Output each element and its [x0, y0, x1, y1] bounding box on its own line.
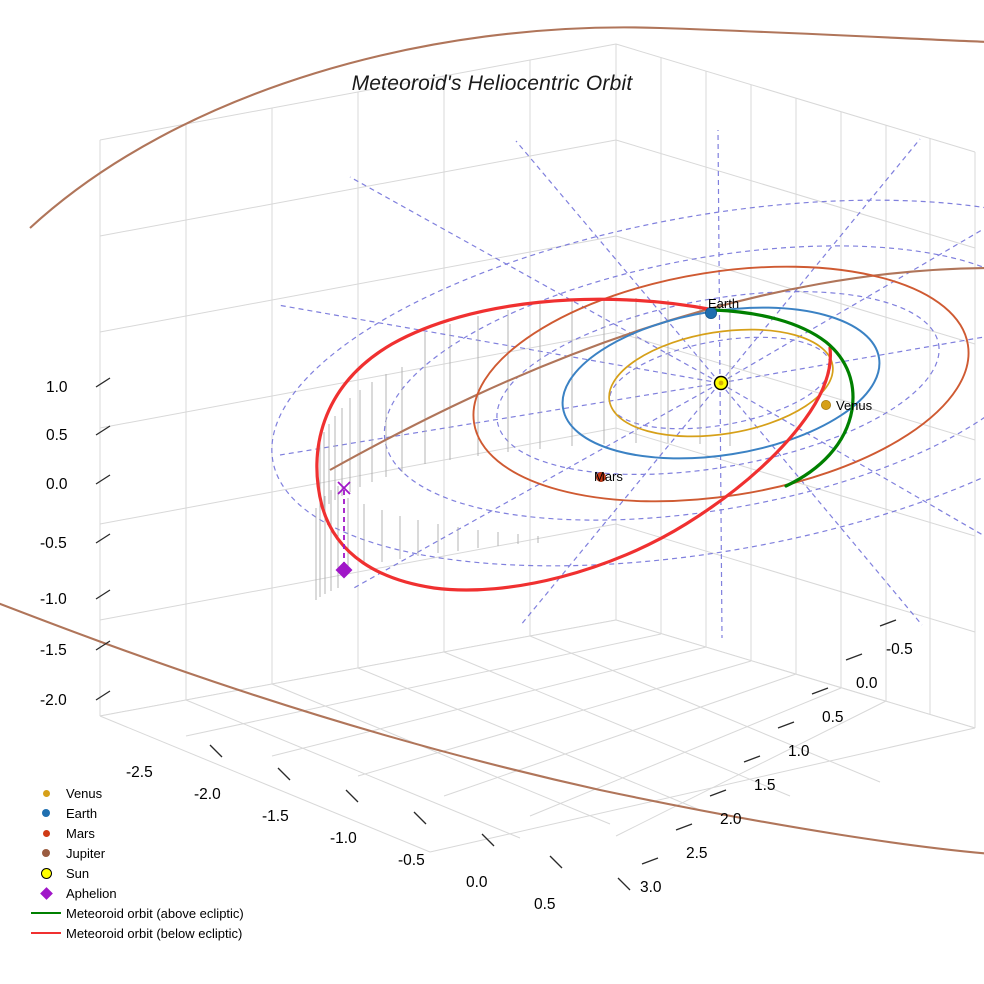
z-tick-1: 0.5	[46, 427, 68, 444]
floor-grid	[99, 619, 976, 853]
red-line-icon	[26, 931, 66, 935]
z-axis-ticks	[95, 377, 111, 701]
y-tick-3: 1.0	[788, 743, 810, 760]
legend-item-aphelion: Aphelion	[26, 883, 296, 903]
left-wall-grid	[99, 43, 617, 717]
y-tick-7: 3.0	[640, 879, 662, 896]
legend-label-jupiter: Jupiter	[66, 845, 106, 861]
x-tick-4: -0.5	[398, 852, 425, 869]
z-tick-6: -2.0	[40, 692, 67, 709]
mars-marker	[596, 471, 607, 482]
legend-item-meteoroid-above: Meteoroid orbit (above ecliptic)	[26, 903, 296, 923]
legend-label-meteoroid-above: Meteoroid orbit (above ecliptic)	[66, 905, 244, 921]
venus-label: Venus	[836, 398, 873, 413]
aphelion-marker	[335, 561, 353, 579]
venus-orbit	[608, 328, 834, 438]
jupiter-dot-icon	[26, 849, 66, 857]
legend-item-earth: Earth	[26, 803, 296, 823]
legend: Venus Earth Mars Jupiter Sun	[26, 783, 296, 943]
mars-label: Mars	[594, 469, 623, 484]
z-tick-3: -0.5	[40, 535, 67, 552]
legend-item-venus: Venus	[26, 783, 296, 803]
meteoroid-orbit-below-ecliptic	[315, 297, 832, 592]
aphelion-diamond-icon	[26, 886, 66, 900]
x-tick-5: 0.0	[466, 874, 488, 891]
x-tick-2: -1.5	[262, 808, 289, 825]
y-axis-ticks	[641, 619, 897, 865]
z-tick-5: -1.5	[40, 642, 67, 659]
y-tick-4: 1.5	[754, 777, 776, 794]
earth-dot-icon	[26, 809, 66, 817]
green-line-icon	[26, 911, 66, 915]
axes-pane-grid	[99, 43, 976, 853]
earth-label: Earth	[708, 296, 739, 311]
sun-dot-icon	[26, 867, 66, 879]
legend-item-sun: Sun	[26, 863, 296, 883]
legend-label-venus: Venus	[66, 785, 103, 801]
legend-item-mars: Mars	[26, 823, 296, 843]
legend-label-meteoroid-below: Meteoroid orbit (below ecliptic)	[66, 925, 243, 941]
y-tick-1: 0.0	[856, 675, 878, 692]
z-tick-0: 1.0	[46, 379, 68, 396]
aphelion-ecliptic-x-marker	[337, 481, 351, 495]
earth-marker	[705, 306, 718, 319]
y-tick-2: 0.5	[822, 709, 844, 726]
mars-orbit	[472, 265, 970, 503]
mars-dot-icon	[26, 829, 66, 837]
x-tick-0: -2.5	[126, 764, 153, 781]
x-axis-ticks	[209, 744, 631, 891]
y-tick-0: -0.5	[886, 641, 913, 658]
legend-label-earth: Earth	[66, 805, 98, 821]
legend-item-jupiter: Jupiter	[26, 843, 296, 863]
legend-label-mars: Mars	[66, 825, 95, 841]
venus-dot-icon	[26, 789, 66, 797]
y-tick-6: 2.5	[686, 845, 708, 862]
x-tick-6: 0.5	[534, 896, 556, 913]
meteoroid-orbit-above-ecliptic	[712, 308, 855, 488]
y-tick-5: 2.0	[720, 811, 742, 828]
x-tick-1: -2.0	[194, 786, 221, 803]
legend-label-aphelion: Aphelion	[66, 885, 117, 901]
z-tick-2: 0.0	[46, 476, 68, 493]
z-tick-4: -1.0	[40, 591, 67, 608]
x-tick-3: -1.0	[330, 830, 357, 847]
venus-marker	[821, 399, 832, 410]
sun-marker	[713, 375, 729, 391]
legend-label-sun: Sun	[66, 865, 90, 881]
legend-item-meteoroid-below: Meteoroid orbit (below ecliptic)	[26, 923, 296, 943]
